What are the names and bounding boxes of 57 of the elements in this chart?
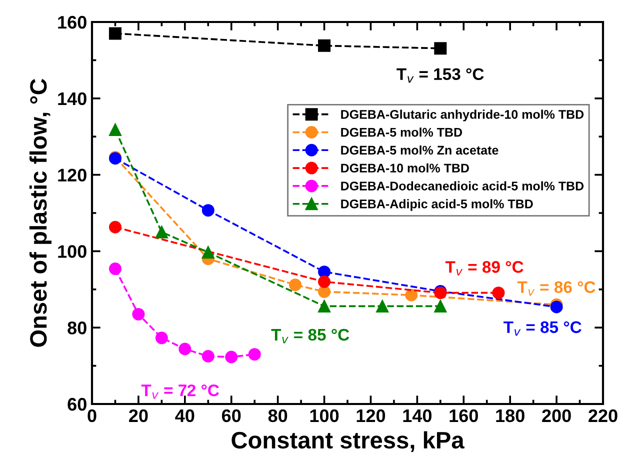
point	[248, 348, 261, 361]
point	[108, 123, 122, 136]
point	[376, 300, 389, 312]
x-tick-label: 60	[222, 409, 241, 422]
point	[318, 300, 331, 312]
legend-label: DGEBA-5 mol% TBD	[341, 128, 462, 137]
legend-label: DGEBA-10 mol% TBD	[341, 163, 469, 173]
x-tick-label: 0	[88, 409, 96, 422]
y-tick-label: 120	[58, 168, 86, 182]
point	[434, 300, 447, 312]
point	[318, 39, 331, 52]
point	[318, 266, 331, 278]
x-tick-label: 220	[588, 409, 618, 422]
x-tick-label: 200	[542, 409, 571, 422]
legend-label: DGEBA-Glutaric anhydride-10 mol% TBD	[341, 110, 584, 122]
y-tick-label: 140	[58, 92, 86, 106]
annotation: T$_{v}$ = 85 °C	[504, 321, 582, 336]
x-tick-label: 80	[268, 409, 288, 422]
point	[318, 276, 331, 288]
point	[155, 332, 168, 344]
point	[405, 288, 418, 302]
point	[550, 300, 563, 314]
x-tick-label: 20	[129, 409, 148, 422]
annotation: T$_{v}$ = 153 °C	[396, 68, 484, 83]
y-tick-label: 60	[68, 398, 86, 411]
point	[492, 286, 505, 300]
annotation: T$_{v}$ = 89 °C	[445, 261, 524, 276]
x-tick-label: 40	[175, 409, 194, 422]
annotation: T$_{v}$ = 85 °C	[271, 328, 350, 344]
x-tick-label: 180	[496, 409, 524, 422]
x-tick-label: 160	[450, 409, 478, 422]
point	[155, 226, 168, 238]
x-axis-title: Constant stress, kPa	[232, 431, 464, 452]
point	[288, 278, 302, 292]
point	[108, 27, 122, 40]
annotation: T$_{v}$ = 72 °C	[141, 384, 220, 399]
point	[202, 204, 214, 217]
point	[202, 350, 214, 362]
point	[108, 262, 122, 276]
legend-label: DGEBA-Dodecanedioic acid-5 mol% TBD	[341, 181, 584, 190]
legend-label: DGEBA-Adipic acid-5 mol% TBD	[341, 199, 533, 211]
point	[108, 220, 122, 234]
x-tick-label: 140	[403, 409, 432, 422]
point	[434, 42, 447, 55]
point	[132, 308, 145, 320]
x-tick-label: 120	[356, 409, 386, 422]
y-axis-title: Onset of plastic flow, °C	[29, 78, 52, 347]
x-tick-label: 100	[310, 409, 339, 422]
point	[318, 285, 331, 298]
y-tick-label: 160	[58, 16, 86, 29]
point	[202, 246, 214, 259]
annotation: T$_{v}$ = 86 °C	[517, 281, 596, 296]
y-tick-label: 100	[58, 245, 86, 258]
legend-label: DGEBA-5 mol% Zn acetate	[341, 145, 498, 155]
y-tick-label: 80	[68, 322, 86, 334]
point	[225, 350, 238, 364]
point	[178, 342, 192, 356]
